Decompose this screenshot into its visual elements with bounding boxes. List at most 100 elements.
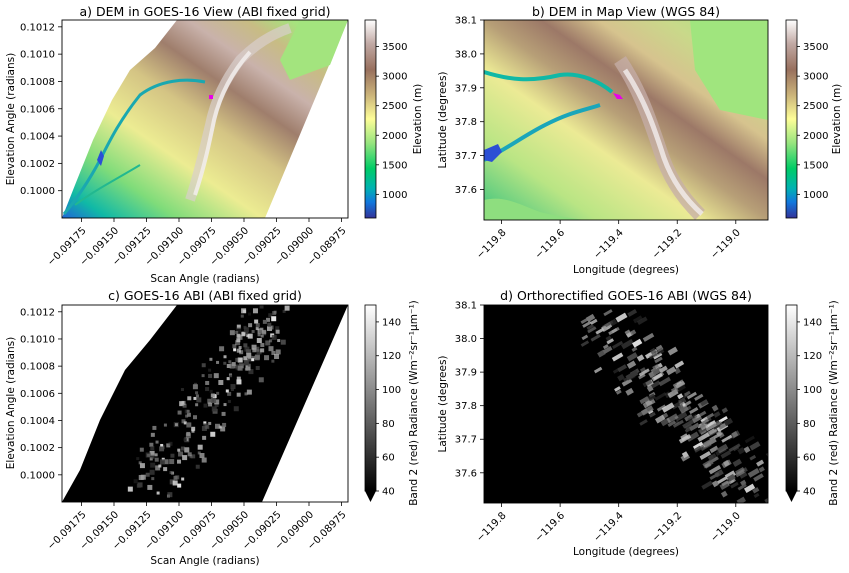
radiance-pixel: [233, 406, 239, 412]
ortho-radiance-pixel: [744, 483, 756, 493]
panel-c-title: c) GOES-16 ABI (ABI fixed grid): [108, 288, 302, 303]
radiance-pixel: [195, 464, 200, 469]
radiance-pixel: [262, 319, 267, 324]
radiance-pixel: [177, 483, 182, 488]
ortho-radiance-pixel: [660, 417, 671, 427]
abi-parallelogram: [62, 305, 348, 502]
radiance-pixel: [209, 357, 213, 361]
ortho-radiance-pixel: [639, 396, 650, 405]
y-tick-label: 0.1010: [20, 50, 55, 61]
y-tick-label: 37.6: [455, 468, 477, 479]
radiance-pixel: [260, 334, 264, 338]
ortho-radiance-pixel: [699, 423, 706, 429]
radiance-pixel: [237, 334, 243, 340]
radiance-pixel: [241, 308, 247, 314]
ortho-radiance-pixel: [644, 352, 653, 359]
radiance-pixel: [223, 403, 227, 407]
radiance-pixel: [163, 459, 169, 465]
radiance-pixel: [150, 446, 155, 451]
panel-a-raster: [62, 20, 348, 218]
ortho-radiance-pixel: [639, 419, 648, 426]
ortho-radiance-pixel: [744, 435, 755, 444]
radiance-pixel: [174, 423, 178, 427]
ortho-radiance-pixel: [711, 480, 719, 488]
radiance-pixel: [166, 443, 171, 448]
radiance-pixel: [228, 360, 232, 364]
panel-a-colorbar-label: Elevation (m): [412, 84, 424, 155]
ortho-radiance-pixel: [655, 414, 666, 424]
radiance-pixel: [169, 479, 175, 485]
radiance-pixel: [230, 387, 234, 391]
radiance-pixel: [181, 477, 185, 481]
radiance-pixel: [182, 455, 188, 461]
radiance-pixel: [205, 387, 210, 392]
y-tick-label: 37.8: [455, 117, 477, 128]
ortho-radiance-pixel: [646, 385, 654, 393]
radiance-pixel: [139, 463, 145, 469]
radiance-pixel: [211, 406, 217, 412]
radiance-pixel: [214, 403, 219, 408]
ortho-radiance-pixel: [707, 456, 719, 465]
ortho-radiance-pixel: [652, 364, 659, 370]
y-tick-label: 0.1010: [20, 334, 55, 345]
ortho-radiance-pixel: [686, 391, 697, 400]
radiance-pixel: [266, 317, 271, 322]
radiance-pixel: [201, 363, 206, 368]
radiance-pixel: [159, 459, 165, 465]
dem-upland: [280, 20, 348, 80]
radiance-pixel: [152, 425, 157, 430]
radiance-pixel: [235, 330, 239, 334]
y-tick-label: 0.1004: [20, 416, 55, 427]
radiance-pixel: [185, 438, 189, 442]
ortho-radiance-pixel: [614, 386, 621, 392]
radiance-pixel: [275, 349, 281, 355]
panel-c-colorbar-ticks: 40 60 80 100 120 140: [376, 317, 401, 498]
radiance-pixel: [172, 480, 178, 486]
panel-a-colorbar: [364, 19, 377, 219]
radiance-pixel: [210, 393, 215, 398]
radiance-pixel: [151, 477, 155, 481]
radiance-pixel: [139, 447, 144, 452]
ortho-radiance-pixel: [756, 459, 765, 467]
radiance-pixel: [149, 469, 155, 475]
colorbar-tick-label: 3500: [382, 42, 407, 53]
ortho-radiance-pixel: [726, 473, 736, 482]
radiance-pixel: [241, 331, 246, 336]
radiance-pixel: [254, 319, 259, 324]
radiance-pixel: [163, 423, 167, 427]
ortho-radiance-pixel: [605, 323, 613, 330]
radiance-pixel: [243, 356, 248, 361]
ortho-radiance-pixel: [726, 479, 734, 485]
radiance-pixel: [227, 399, 231, 403]
colorbar-tick-label: 1500: [382, 160, 407, 171]
radiance-pixel: [275, 329, 280, 334]
colorbar-tick-label: 40: [382, 487, 395, 498]
panel-d-xlabel: Longitude (degrees): [573, 546, 679, 558]
ortho-radiance-pixel: [735, 469, 745, 478]
panel-b-x-axis: −119.8 −119.6 −119.4 −119.2 −119.0: [475, 220, 743, 261]
ortho-radiance-pixel: [604, 320, 614, 328]
y-tick-label: 0.1004: [20, 132, 55, 143]
radiance-pixel: [177, 459, 182, 464]
radiance-pixel: [207, 398, 213, 404]
ortho-radiance-pixel: [590, 334, 601, 342]
radiance-pixel: [147, 484, 153, 490]
radiance-pixel: [246, 352, 252, 358]
radiance-pixel: [193, 415, 198, 420]
radiance-pixel: [246, 389, 252, 395]
radiance-pixel: [227, 391, 232, 396]
ortho-radiance-pixel: [718, 432, 725, 439]
ortho-radiance-pixel: [624, 329, 631, 336]
map-ridge-core: [622, 68, 704, 216]
ortho-radiance-pixel: [609, 318, 618, 327]
y-tick-label: 37.7: [455, 435, 477, 446]
radiance-pixel: [235, 340, 241, 346]
ortho-radiance-pixel: [708, 464, 722, 475]
panel-b-ylabel: Latitude (degrees): [437, 71, 449, 168]
radiance-pixel: [155, 465, 161, 471]
ortho-radiance-pixel: [617, 373, 625, 382]
radiance-pixel: [205, 380, 210, 385]
panel-c: c) GOES-16 ABI (ABI fixed grid) −0.09175…: [5, 288, 420, 567]
ortho-radiance-pixel: [632, 315, 643, 324]
y-tick-label: 38.0: [455, 334, 477, 345]
